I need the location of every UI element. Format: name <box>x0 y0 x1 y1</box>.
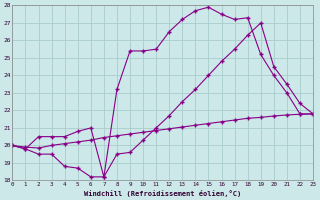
X-axis label: Windchill (Refroidissement éolien,°C): Windchill (Refroidissement éolien,°C) <box>84 190 241 197</box>
